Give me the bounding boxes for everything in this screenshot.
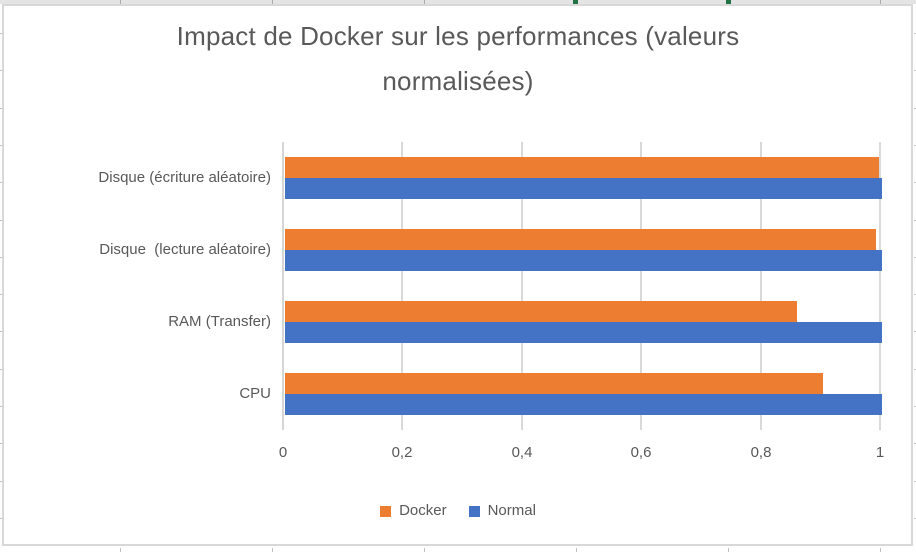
cell-row-tick [0,481,2,482]
cell-row-tick [0,220,2,221]
category-label: Disque (lecture aléatoire) [99,241,271,258]
cell-column-tick [272,548,273,552]
cell-column-separator [424,0,425,4]
cell-row-tick [914,518,916,519]
cell-row-tick [914,294,916,295]
cell-row-tick [914,406,916,407]
cell-column-tick [120,548,121,552]
cell-row-tick [914,108,916,109]
docker-bar[interactable] [285,373,823,394]
x-tick-label: 0,8 [750,444,772,461]
cell-column-tick [576,548,577,552]
excel-green-cell-mark [573,0,578,4]
cell-column-tick [424,548,425,552]
normal-bar[interactable] [285,178,882,199]
gridline [879,142,881,430]
cell-column-tick [728,548,729,552]
cell-row-tick [0,257,2,258]
cell-row-tick [0,70,2,71]
cell-row-tick [0,443,2,444]
cell-row-tick [914,145,916,146]
gridline [760,142,762,430]
normal-bar[interactable] [285,250,882,271]
category-label: Disque (écriture aléatoire) [98,169,271,186]
legend-item-normal[interactable]: Normal [468,501,536,521]
cell-row-tick [0,182,2,183]
category-label: RAM (Transfer) [168,313,271,330]
legend-item-docker[interactable]: Docker [380,501,447,521]
x-tick-label: 0,2 [391,444,413,461]
legend-swatch-icon [380,505,392,517]
gridline [401,142,403,430]
x-tick-label: 0,6 [630,444,652,461]
cell-row-tick [0,369,2,370]
cell-row-tick [914,257,916,258]
docker-bar[interactable] [285,229,876,250]
cell-row-tick [914,369,916,370]
chart-title: Impact de Docker sur les performances (v… [176,21,740,96]
cell-row-tick [914,481,916,482]
cell-row-tick [0,145,2,146]
legend-label: Normal [487,502,536,519]
cell-row-tick [914,182,916,183]
docker-bar[interactable] [285,301,797,322]
legend: Docker Normal [0,500,916,522]
value-axis-line [282,142,284,430]
x-tick-label: 0 [278,444,288,461]
gridline [521,142,523,430]
normal-bar[interactable] [285,322,882,343]
cell-row-tick [0,108,2,109]
cell-row-tick [0,518,2,519]
excel-green-cell-mark [726,0,731,4]
cell-column-separator [880,0,881,4]
cell-row-tick [914,331,916,332]
cell-row-tick [914,220,916,221]
cell-row-tick [914,70,916,71]
cell-row-tick [0,331,2,332]
legend-label: Docker [399,502,447,519]
spreadsheet-row-edge [0,0,916,4]
cell-row-tick [914,443,916,444]
cell-row-tick [914,33,916,34]
normal-bar[interactable] [285,394,882,415]
legend-swatch-icon [468,505,480,517]
x-tick-label: 1 [875,444,885,461]
cell-row-tick [0,294,2,295]
category-label: CPU [239,385,271,402]
docker-bar[interactable] [285,157,879,178]
cell-column-separator [120,0,121,4]
cell-row-tick [0,33,2,34]
cell-column-separator [272,0,273,4]
cell-column-tick [880,548,881,552]
gridline [640,142,642,430]
cell-row-tick [0,406,2,407]
x-tick-label: 0,4 [511,444,533,461]
